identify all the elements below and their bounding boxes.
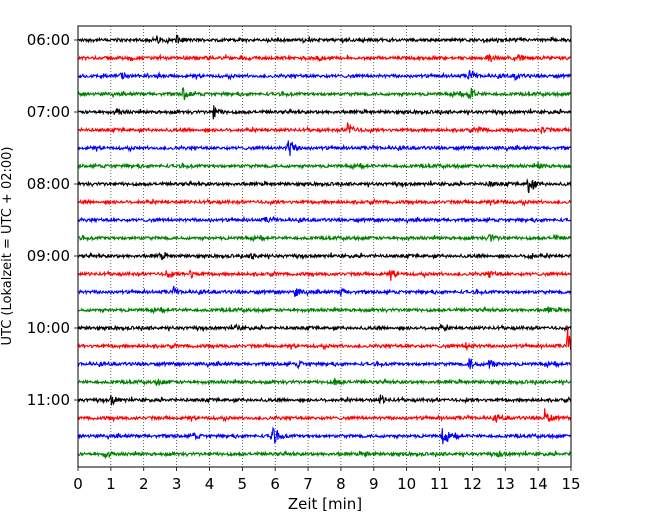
trace-row-5 (77, 122, 572, 135)
y-axis-label: UTC (Lokalzeit = UTC + 02:00) (0, 147, 15, 346)
trace-row-1 (77, 53, 572, 63)
trace-row-12 (77, 251, 572, 261)
x-tick-label: 11 (430, 475, 449, 493)
x-tick-label: 13 (496, 475, 515, 493)
x-tick-label: 7 (303, 475, 313, 493)
trace-row-14 (77, 285, 572, 298)
trace-row-21 (77, 408, 572, 424)
trace-row-20 (77, 394, 572, 406)
y-tick-label: 09:00 (27, 247, 70, 265)
x-tick-label: 6 (270, 475, 280, 493)
trace-row-13 (77, 269, 572, 281)
seismic-traces (77, 34, 572, 459)
trace-row-3 (77, 87, 572, 101)
trace-row-6 (77, 140, 572, 157)
x-axis-label: Zeit [min] (288, 495, 362, 513)
trace-row-8 (77, 178, 572, 194)
x-tick-label: 10 (397, 475, 416, 493)
y-tick-label: 06:00 (27, 31, 70, 49)
x-tick-label: 5 (238, 475, 248, 493)
trace-row-0 (77, 34, 572, 45)
x-tick-label: 9 (369, 475, 379, 493)
x-axis: 0 1 2 3 4 5 6 7 8 9 10 11 12 13 14 15 (73, 467, 581, 493)
trace-row-2 (77, 69, 572, 82)
x-tick-label: 4 (205, 475, 215, 493)
plot-frame (77, 25, 572, 468)
trace-row-23 (77, 449, 572, 459)
x-tick-label: 1 (106, 475, 116, 493)
x-tick-label: 8 (336, 475, 346, 493)
y-tick-label: 10:00 (27, 319, 70, 337)
trace-row-17 (77, 327, 572, 352)
trace-row-11 (77, 233, 572, 243)
y-tick-label: 08:00 (27, 175, 70, 193)
trace-row-10 (77, 215, 572, 224)
x-tick-label: 0 (73, 475, 83, 493)
x-tick-label: 3 (172, 475, 182, 493)
x-tick-label: 15 (561, 475, 580, 493)
y-tick-label: 11:00 (27, 391, 70, 409)
trace-row-18 (77, 358, 572, 370)
x-tick-label: 12 (463, 475, 482, 493)
trace-row-4 (77, 105, 572, 120)
trace-row-19 (77, 377, 572, 387)
trace-row-9 (77, 197, 572, 207)
trace-row-7 (77, 160, 572, 171)
y-axis: 06:00 07:00 08:00 09:00 10:00 11:00 (27, 31, 78, 409)
y-tick-label: 07:00 (27, 103, 70, 121)
trace-row-16 (77, 323, 572, 333)
trace-row-15 (77, 305, 572, 315)
x-tick-label: 2 (139, 475, 149, 493)
x-tick-label: 14 (529, 475, 548, 493)
trace-row-22 (77, 426, 572, 445)
